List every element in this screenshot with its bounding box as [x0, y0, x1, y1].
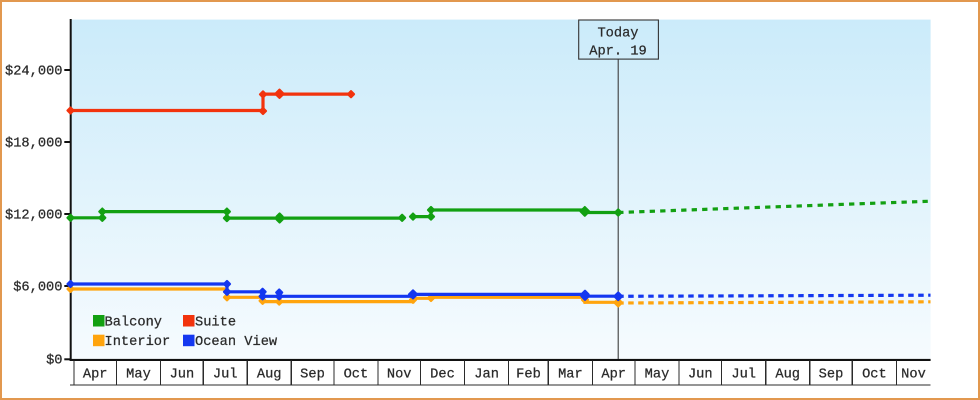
svg-text:May: May — [645, 368, 670, 383]
svg-text:Jul: Jul — [213, 368, 238, 383]
svg-text:Jul: Jul — [731, 368, 756, 383]
svg-text:Nov: Nov — [387, 368, 412, 383]
svg-text:Feb: Feb — [516, 368, 541, 383]
svg-text:$24,000: $24,000 — [5, 65, 63, 80]
svg-text:Oct: Oct — [344, 368, 369, 383]
svg-text:Today: Today — [597, 27, 638, 42]
svg-text:Jun: Jun — [170, 368, 195, 383]
svg-text:Dec: Dec — [430, 368, 455, 383]
svg-text:Jan: Jan — [474, 368, 499, 383]
svg-text:Suite: Suite — [195, 316, 236, 331]
svg-text:Nov: Nov — [901, 368, 926, 383]
svg-text:Aug: Aug — [775, 368, 800, 383]
svg-text:Apr. 19: Apr. 19 — [589, 45, 647, 60]
svg-text:Aug: Aug — [257, 368, 282, 383]
svg-text:Apr: Apr — [601, 368, 626, 383]
svg-text:Apr: Apr — [83, 368, 108, 383]
svg-text:Jun: Jun — [688, 368, 713, 383]
svg-text:Interior: Interior — [105, 335, 171, 350]
svg-text:$18,000: $18,000 — [5, 137, 63, 152]
svg-text:May: May — [126, 368, 151, 383]
svg-text:Oct: Oct — [862, 368, 887, 383]
svg-text:Sep: Sep — [819, 368, 844, 383]
svg-text:Balcony: Balcony — [105, 316, 163, 331]
svg-text:Mar: Mar — [558, 368, 583, 383]
svg-text:Ocean View: Ocean View — [195, 335, 278, 350]
svg-text:$6,000: $6,000 — [13, 281, 62, 296]
svg-text:$0: $0 — [46, 353, 62, 368]
svg-text:Sep: Sep — [300, 368, 325, 383]
svg-text:$12,000: $12,000 — [5, 209, 63, 224]
